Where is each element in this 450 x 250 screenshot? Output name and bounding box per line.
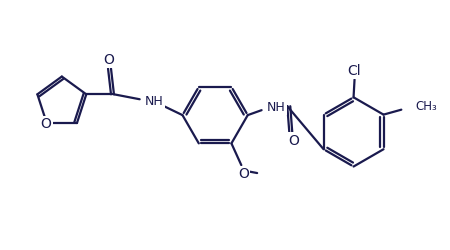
Text: CH₃: CH₃ <box>415 100 437 113</box>
Text: O: O <box>40 117 51 131</box>
Text: Cl: Cl <box>348 64 361 78</box>
Text: O: O <box>238 167 249 181</box>
Text: O: O <box>104 53 114 67</box>
Text: NH: NH <box>144 95 163 108</box>
Text: NH: NH <box>266 101 285 114</box>
Text: O: O <box>288 134 299 148</box>
